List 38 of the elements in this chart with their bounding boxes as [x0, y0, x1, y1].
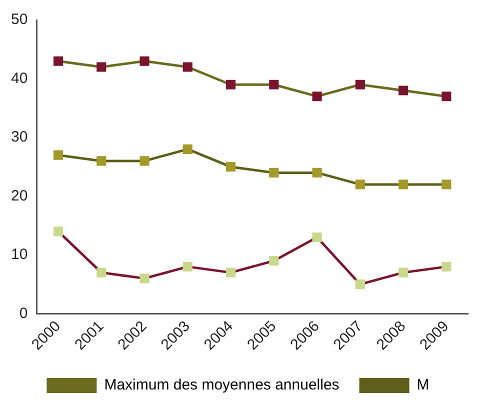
point — [442, 180, 452, 190]
point — [269, 80, 279, 90]
point — [269, 168, 279, 178]
point — [182, 62, 192, 72]
point — [96, 156, 106, 166]
y-tick-label: 20 — [10, 187, 28, 204]
point — [53, 56, 64, 66]
point — [53, 150, 64, 160]
point — [355, 180, 365, 190]
y-tick-label: 10 — [10, 246, 28, 264]
point — [182, 262, 192, 272]
point — [312, 232, 322, 242]
y-tick-label: 30 — [10, 128, 28, 146]
point — [140, 156, 150, 166]
point — [226, 268, 236, 278]
point — [442, 262, 452, 272]
y-tick-label: 40 — [10, 70, 28, 87]
point — [53, 226, 64, 236]
point — [96, 62, 106, 72]
legend-label: Maximum des moyennes annuelles — [104, 376, 340, 394]
point — [398, 180, 408, 190]
point — [96, 268, 106, 278]
point — [355, 280, 365, 290]
point — [312, 168, 322, 178]
y-tick-label: 50 — [10, 11, 28, 28]
point — [182, 144, 192, 154]
point — [269, 256, 279, 266]
legend-label: M — [416, 376, 430, 394]
point — [312, 92, 322, 102]
y-tick-label: 0 — [19, 304, 28, 322]
point — [226, 162, 236, 172]
point — [442, 92, 452, 102]
point — [140, 274, 150, 284]
point — [355, 80, 365, 90]
point — [226, 80, 236, 90]
point — [398, 268, 408, 278]
point — [398, 86, 408, 96]
point — [140, 56, 150, 66]
